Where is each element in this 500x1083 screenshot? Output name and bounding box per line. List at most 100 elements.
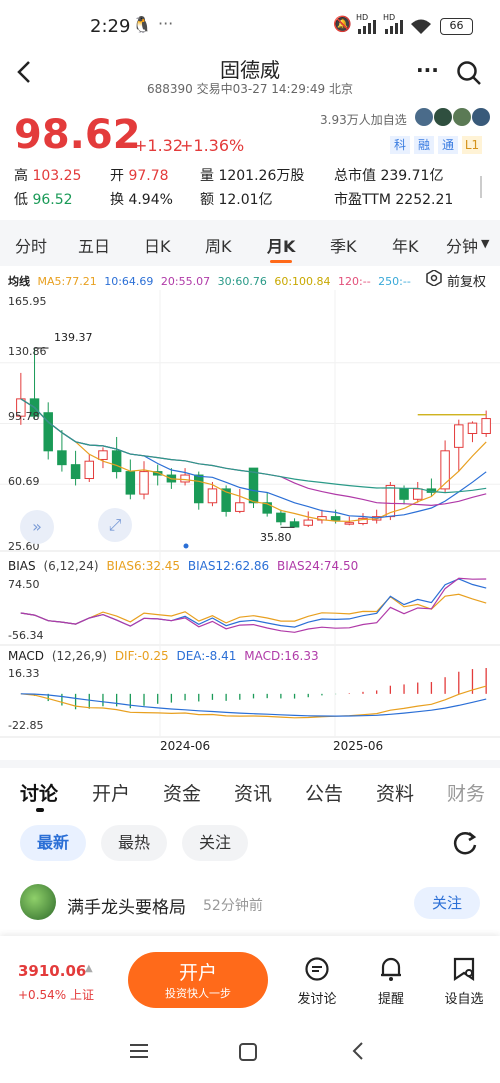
candle-body — [84, 460, 95, 480]
stat-high: 高 103.25 — [14, 168, 82, 184]
tab-niank[interactable]: 年K — [392, 237, 419, 256]
followers-count: 3.93万人加自选 — [320, 113, 407, 127]
candle-body — [276, 512, 286, 523]
tab-announcement[interactable]: 公告 — [305, 783, 344, 805]
candle-body — [235, 502, 245, 512]
candle-body — [194, 474, 204, 504]
tag-tong: 通 — [438, 136, 458, 154]
battery-icon: 66 — [440, 18, 473, 35]
bias12-line — [20, 578, 487, 628]
refresh-icon[interactable] — [451, 829, 479, 857]
ma-legend: 均线 MA5:77.21 10:64.69 20:55.07 30:60.76 … — [8, 273, 415, 289]
bottom-tab-indicator — [36, 808, 44, 812]
dea-line — [20, 693, 487, 717]
macd-top: 16.33 — [8, 667, 40, 680]
signal2-hd-label: HD — [383, 13, 396, 22]
watchlist-label[interactable]: 设自选 — [444, 992, 484, 1007]
ma250: 250:-- — [378, 275, 411, 288]
tab-open-account[interactable]: 开户 — [92, 783, 131, 805]
gear-icon[interactable] — [426, 270, 442, 286]
candle-body — [180, 474, 190, 483]
wifi-icon — [411, 19, 431, 34]
fullscreen-button[interactable]: ⤢ — [98, 508, 132, 542]
y-tick-2: 130.86 — [8, 345, 47, 358]
fenzhong-dropdown-icon[interactable]: ▼ — [481, 237, 490, 250]
candle-body — [399, 488, 409, 500]
open-account-button[interactable]: 开户 投资快人一步 — [128, 952, 268, 1008]
restore-toggle[interactable]: 前复权 — [447, 275, 487, 290]
candle-body — [139, 471, 149, 495]
status-time: 2:29 — [90, 16, 131, 37]
dif-line — [20, 685, 487, 719]
tab-finance[interactable]: 财务 — [447, 783, 486, 805]
stats-grid: 高 103.25 开 97.78 量 1201.26万股 总市值 239.71亿… — [14, 165, 494, 209]
macd-bottom: -22.85 — [8, 719, 44, 732]
ma30-line — [20, 398, 487, 494]
candle-body — [481, 418, 491, 434]
tab-wuri[interactable]: 五日 — [78, 237, 111, 256]
tab-jik[interactable]: 季K — [330, 237, 357, 256]
tab-news[interactable]: 资讯 — [234, 783, 273, 805]
chart-tabs-bar — [0, 220, 500, 266]
bias24-line — [20, 577, 487, 633]
candle-body — [358, 517, 368, 525]
candle-body — [125, 471, 136, 495]
back-nav-icon[interactable] — [350, 1041, 366, 1061]
ma-title: 均线 — [8, 275, 30, 288]
home-icon[interactable] — [238, 1042, 258, 1062]
high-annotation: 139.37 — [54, 331, 93, 344]
stat-volume: 量 1201.26万股 — [200, 168, 305, 184]
tab-fenzhong[interactable]: 分钟 — [446, 237, 479, 256]
candle-body — [152, 471, 163, 476]
tab-fenshi[interactable]: 分时 — [15, 237, 48, 256]
index-value[interactable]: 3910.06 — [18, 962, 87, 980]
ma10: 10:64.69 — [104, 275, 154, 288]
tab-discussion[interactable]: 讨论 — [20, 783, 59, 805]
stat-turnover: 换 4.94% — [110, 192, 173, 208]
candle-body — [344, 522, 355, 525]
macd-legend: MACD (12,26,9) DIF:-0.25 DEA:-8.41 MACD:… — [8, 649, 319, 663]
candle-body — [207, 488, 218, 504]
tag-kechuang: 科 — [390, 136, 410, 154]
candle-body — [303, 519, 313, 526]
tab-zhouk[interactable]: 周K — [205, 237, 232, 256]
stock-header: 固德威 688390 交易中03-27 14:29:49 北京 ··· — [0, 52, 500, 102]
post-time: 52分钟前 — [203, 898, 263, 914]
add-watchlist-icon[interactable] — [451, 955, 477, 983]
candle-body — [289, 521, 300, 528]
discuss-label[interactable]: 发讨论 — [297, 992, 337, 1007]
tab-profile[interactable]: 资料 — [376, 783, 415, 805]
alert-label[interactable]: 提醒 — [377, 992, 404, 1007]
more-icon[interactable]: ··· — [416, 58, 439, 82]
bell-icon[interactable] — [378, 955, 404, 983]
candle-body — [221, 488, 231, 512]
stat-pe: 市盈TTM 2252.21 — [334, 192, 454, 208]
kline-chart[interactable] — [0, 290, 500, 760]
filter-follow[interactable]: 关注 — [182, 825, 248, 861]
menu-icon[interactable] — [129, 1042, 149, 1060]
candle-body — [467, 422, 478, 434]
stock-subtitle: 688390 交易中03-27 14:29:49 北京 — [146, 82, 354, 96]
bias-top: 74.50 — [8, 578, 40, 591]
avatar[interactable] — [20, 884, 56, 920]
signal-icon — [358, 20, 376, 34]
x-tick-2: 2025-06 — [333, 739, 384, 753]
signal2-icon — [385, 20, 403, 34]
post-username[interactable]: 满手龙头要格局 — [67, 898, 186, 918]
search-icon[interactable] — [456, 60, 482, 86]
tab-funds[interactable]: 资金 — [163, 783, 202, 805]
discuss-icon[interactable] — [304, 956, 330, 982]
tab-rik[interactable]: 日K — [144, 237, 171, 256]
filter-latest[interactable]: 最新 — [20, 825, 86, 861]
follow-button[interactable]: 关注 — [414, 887, 480, 919]
expand-button[interactable]: » — [20, 510, 54, 544]
candle-body — [412, 488, 423, 500]
qq-icon: 🐧 — [132, 15, 152, 34]
back-icon[interactable] — [14, 60, 34, 84]
filter-hot[interactable]: 最热 — [101, 825, 167, 861]
ma20: 20:55.07 — [160, 275, 211, 288]
stock-name: 固德威 — [220, 58, 280, 82]
bias-legend: BIAS (6,12,24) BIAS6:32.45 BIAS12:62.86 … — [8, 559, 359, 573]
tab-yuek[interactable]: 月K — [267, 237, 296, 256]
system-nav-bar — [0, 1034, 500, 1083]
